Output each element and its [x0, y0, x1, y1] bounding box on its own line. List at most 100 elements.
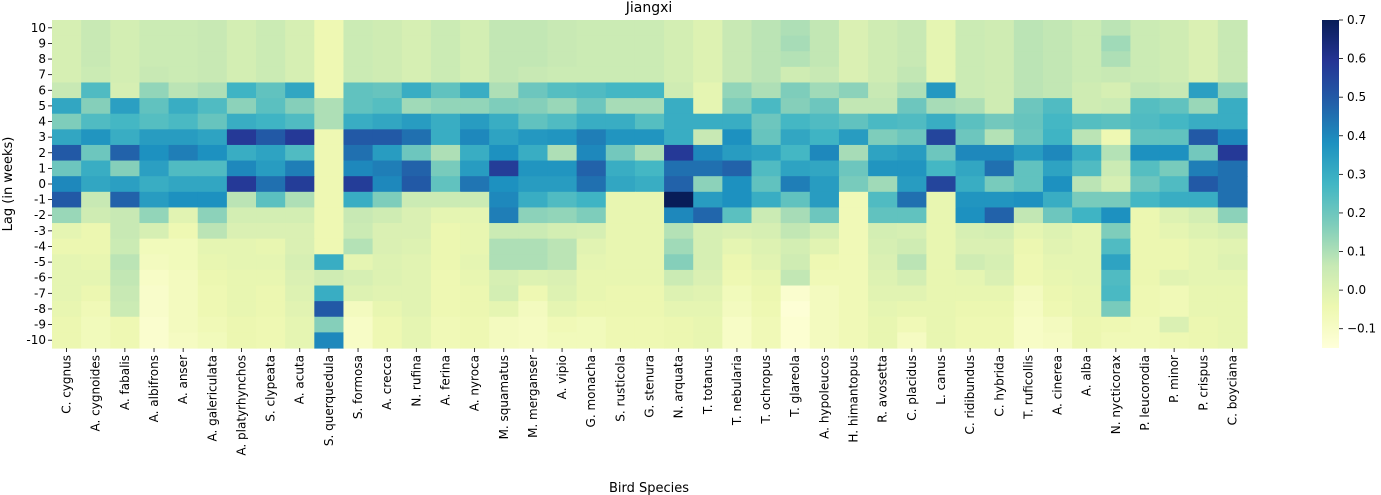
heatmap-cell — [693, 144, 723, 162]
heatmap-cell — [401, 129, 432, 146]
x-tick-label: C. boyciana — [1225, 355, 1239, 425]
heatmap-cell — [1159, 51, 1190, 68]
heatmap-cell — [605, 285, 636, 302]
heatmap-cell — [81, 269, 111, 287]
heatmap-cell — [576, 207, 607, 224]
heatmap-cell — [547, 129, 578, 146]
heatmap-cell — [401, 82, 432, 99]
heatmap-cell — [809, 223, 840, 240]
heatmap-cell — [1217, 113, 1248, 130]
heatmap-cell — [81, 144, 111, 162]
heatmap-cell — [838, 191, 869, 209]
heatmap-cell — [1130, 176, 1161, 193]
heatmap-cell — [751, 98, 782, 115]
heatmap-cell — [256, 285, 286, 302]
heatmap-cell — [430, 176, 461, 193]
heatmap-cell — [1013, 20, 1044, 37]
heatmap-cell — [285, 20, 315, 37]
heatmap-cell — [460, 254, 490, 271]
heatmap-cell — [460, 51, 490, 68]
heatmap-cell — [751, 66, 782, 84]
heatmap-cell — [285, 51, 315, 68]
heatmap-cell — [1072, 144, 1102, 162]
heatmap-cell — [926, 207, 957, 224]
x-tick-label: M. squamatus — [497, 355, 511, 439]
heatmap-cell — [168, 82, 199, 99]
heatmap-cell — [868, 98, 898, 115]
heatmap-cell — [897, 176, 927, 193]
heatmap-cell — [868, 301, 898, 318]
heatmap-cell — [605, 51, 636, 68]
heatmap-cell — [722, 113, 753, 130]
heatmap-cell — [751, 285, 782, 302]
heatmap-cell — [1101, 332, 1132, 349]
heatmap-cell — [809, 191, 840, 209]
heatmap-cell — [576, 66, 607, 84]
heatmap-cell — [256, 129, 286, 146]
heatmap-cell — [197, 254, 228, 271]
heatmap-cell — [1042, 113, 1073, 130]
heatmap-cell — [430, 144, 461, 162]
heatmap-cell — [984, 316, 1015, 333]
colorbar-tick-label: 0.5 — [1347, 90, 1366, 104]
heatmap-cell — [372, 66, 403, 84]
heatmap-cell — [168, 223, 199, 240]
heatmap-cell — [197, 51, 228, 68]
heatmap-cell — [168, 191, 199, 209]
heatmap-cell — [256, 113, 286, 130]
heatmap-cell — [605, 144, 636, 162]
heatmap-cell — [372, 160, 403, 177]
heatmap-cell — [547, 254, 578, 271]
heatmap-cell — [168, 98, 199, 115]
heatmap-cell — [634, 113, 665, 130]
heatmap-cell — [1072, 269, 1102, 287]
heatmap-cell — [110, 51, 141, 68]
heatmap-cell — [634, 144, 665, 162]
heatmap-cell — [838, 129, 869, 146]
heatmap-cell — [1130, 238, 1161, 255]
heatmap-cell — [1072, 191, 1102, 209]
heatmap-cell — [984, 238, 1015, 255]
heatmap-cell — [430, 160, 461, 177]
heatmap-cell — [110, 332, 141, 349]
heatmap-cell — [226, 223, 257, 240]
heatmap-cell — [1188, 160, 1219, 177]
heatmap-cell — [1072, 238, 1102, 255]
heatmap-cell — [926, 301, 957, 318]
heatmap-cell — [809, 254, 840, 271]
heatmap-cell — [1188, 332, 1219, 349]
heatmap-cell — [1130, 66, 1161, 84]
heatmap-cell — [722, 20, 753, 37]
heatmap-cell — [955, 301, 986, 318]
heatmap-cell — [780, 285, 811, 302]
heatmap-cell — [576, 332, 607, 349]
heatmap-cell — [372, 191, 403, 209]
heatmap-cell — [605, 82, 636, 99]
heatmap-cell — [955, 113, 986, 130]
heatmap-cell — [1159, 82, 1190, 99]
heatmap-cell — [984, 113, 1015, 130]
heatmap-cell — [722, 82, 753, 99]
heatmap-cell — [430, 332, 461, 349]
heatmap-cell — [168, 269, 199, 287]
heatmap-cell — [285, 82, 315, 99]
heatmap-cell — [926, 51, 957, 68]
heatmap-cell — [897, 254, 927, 271]
heatmap-cell — [1042, 332, 1073, 349]
heatmap-cell — [897, 20, 927, 37]
heatmap-cell — [197, 207, 228, 224]
heatmap-cell — [81, 20, 111, 37]
heatmap-cell — [314, 144, 345, 162]
heatmap-cell — [1130, 20, 1161, 37]
heatmap-cell — [1130, 98, 1161, 115]
heatmap-cell — [401, 254, 432, 271]
heatmap-cell — [547, 20, 578, 37]
colorbar-tick-label: 0.1 — [1347, 245, 1366, 259]
heatmap-cell — [838, 98, 869, 115]
heatmap-cell — [1159, 332, 1190, 349]
heatmap-cell — [984, 254, 1015, 271]
heatmap-cell — [1217, 129, 1248, 146]
heatmap-cell — [430, 223, 461, 240]
heatmap-cell — [139, 332, 170, 349]
heatmap-cell — [634, 332, 665, 349]
